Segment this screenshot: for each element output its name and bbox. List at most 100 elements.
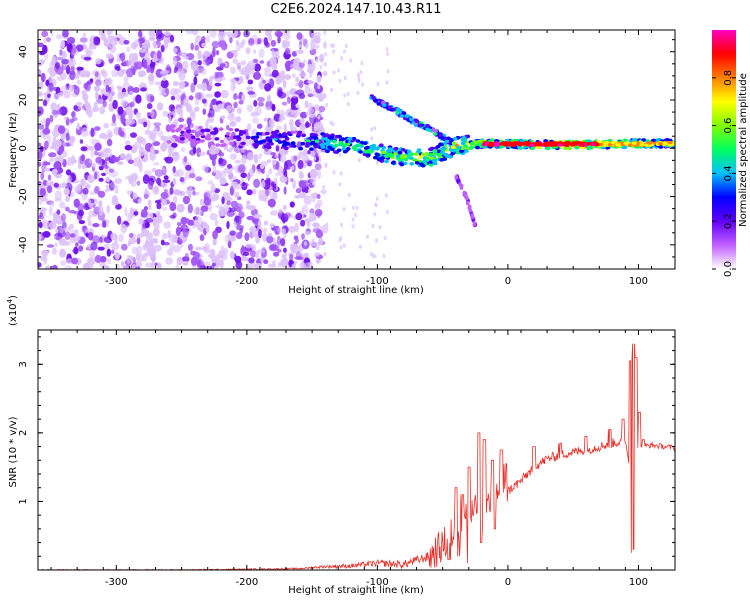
noise-blob <box>250 111 259 117</box>
streak-blob <box>594 143 600 147</box>
noise-blob <box>270 210 278 216</box>
streak-blob <box>563 146 569 150</box>
noise-blob <box>78 220 86 225</box>
noise-blob <box>79 139 84 144</box>
noise-blob <box>234 159 242 164</box>
y-tick-label: 40 <box>18 45 29 58</box>
noise-blob <box>170 95 176 101</box>
noise-blob <box>256 168 262 175</box>
noise-blob <box>211 135 216 142</box>
noise-blob <box>298 79 304 89</box>
noise-blob <box>209 30 217 38</box>
noise-blob <box>215 253 221 262</box>
noise-blob <box>283 186 287 195</box>
noise-blob <box>136 245 143 255</box>
noise-blob <box>100 88 106 94</box>
noise-blob <box>65 65 71 75</box>
noise-blob <box>311 238 315 243</box>
noise-blob <box>351 205 355 211</box>
noise-blob <box>214 91 222 98</box>
noise-blob <box>153 221 160 232</box>
noise-blob <box>38 124 45 130</box>
y-tick-label: 1 <box>18 498 29 504</box>
noise-blob <box>266 159 271 164</box>
noise-blob <box>156 177 162 185</box>
noise-blob <box>241 39 246 45</box>
noise-blob <box>299 123 307 131</box>
noise-blob <box>95 58 102 65</box>
noise-blob <box>102 100 107 108</box>
noise-blob <box>171 151 180 162</box>
noise-blob <box>226 163 233 169</box>
noise-blob <box>135 261 143 269</box>
noise-blob <box>54 147 59 152</box>
streak-blob <box>210 131 215 135</box>
noise-blob <box>258 229 262 239</box>
noise-blob <box>318 237 324 245</box>
noise-blob <box>64 116 68 121</box>
noise-blob <box>220 89 229 99</box>
noise-blob <box>323 251 327 257</box>
noise-blob <box>338 78 342 84</box>
noise-blob <box>265 30 271 37</box>
noise-blob <box>295 78 299 83</box>
noise-blob <box>295 103 299 109</box>
noise-blob <box>76 101 83 106</box>
streak-blob <box>272 132 278 136</box>
noise-blob <box>270 39 277 47</box>
streak-blob <box>512 141 517 145</box>
noise-blob <box>322 185 326 190</box>
noise-blob <box>88 158 93 164</box>
noise-blob <box>182 195 190 205</box>
noise-blob <box>305 111 309 117</box>
noise-blob <box>190 250 197 256</box>
noise-blob <box>272 159 278 164</box>
noise-blob <box>292 179 296 190</box>
streak-blob <box>245 135 251 140</box>
noise-blob <box>41 30 49 38</box>
colorbar-tick-label: 0.4 <box>723 165 734 181</box>
colorbar-tick-label: 0.0 <box>723 261 734 277</box>
noise-blob <box>137 198 142 204</box>
streak-blob <box>205 128 211 133</box>
streak-blob <box>447 155 453 159</box>
noise-blob <box>216 66 224 71</box>
noise-blob <box>226 200 231 205</box>
noise-blob <box>296 247 300 252</box>
noise-blob <box>103 40 109 47</box>
streak-blob <box>393 147 399 151</box>
noise-blob <box>93 101 98 111</box>
noise-blob <box>343 49 346 54</box>
noise-blob <box>87 145 94 151</box>
noise-blob <box>54 198 62 202</box>
noise-blob <box>385 80 389 85</box>
spectrogram-frame <box>37 29 676 270</box>
noise-blob <box>258 48 265 58</box>
noise-blob <box>38 70 42 74</box>
noise-blob <box>281 228 287 235</box>
noise-blob <box>53 182 60 188</box>
streak-blob <box>326 140 331 145</box>
noise-blob <box>295 188 302 194</box>
noise-blob <box>289 118 294 128</box>
noise-blob <box>172 81 179 86</box>
streak-blob <box>399 162 405 167</box>
spectrogram-x-label: Height of straight line (km) <box>288 285 424 296</box>
noise-blob <box>246 86 254 92</box>
noise-blob <box>51 168 58 175</box>
streak-blob <box>498 145 504 149</box>
noise-blob <box>103 236 113 244</box>
streak-blob <box>198 125 203 130</box>
branch-blob <box>373 98 379 103</box>
noise-blob <box>169 187 174 195</box>
noise-blob <box>123 75 129 84</box>
noise-blob <box>160 44 165 53</box>
streak-blob <box>275 135 280 139</box>
noise-blob <box>164 156 174 164</box>
noise-blob <box>241 93 246 102</box>
noise-blob <box>227 112 235 121</box>
streak-blob <box>218 127 224 131</box>
noise-blob <box>38 106 44 116</box>
noise-blob <box>192 190 196 196</box>
noise-blob <box>279 175 288 183</box>
